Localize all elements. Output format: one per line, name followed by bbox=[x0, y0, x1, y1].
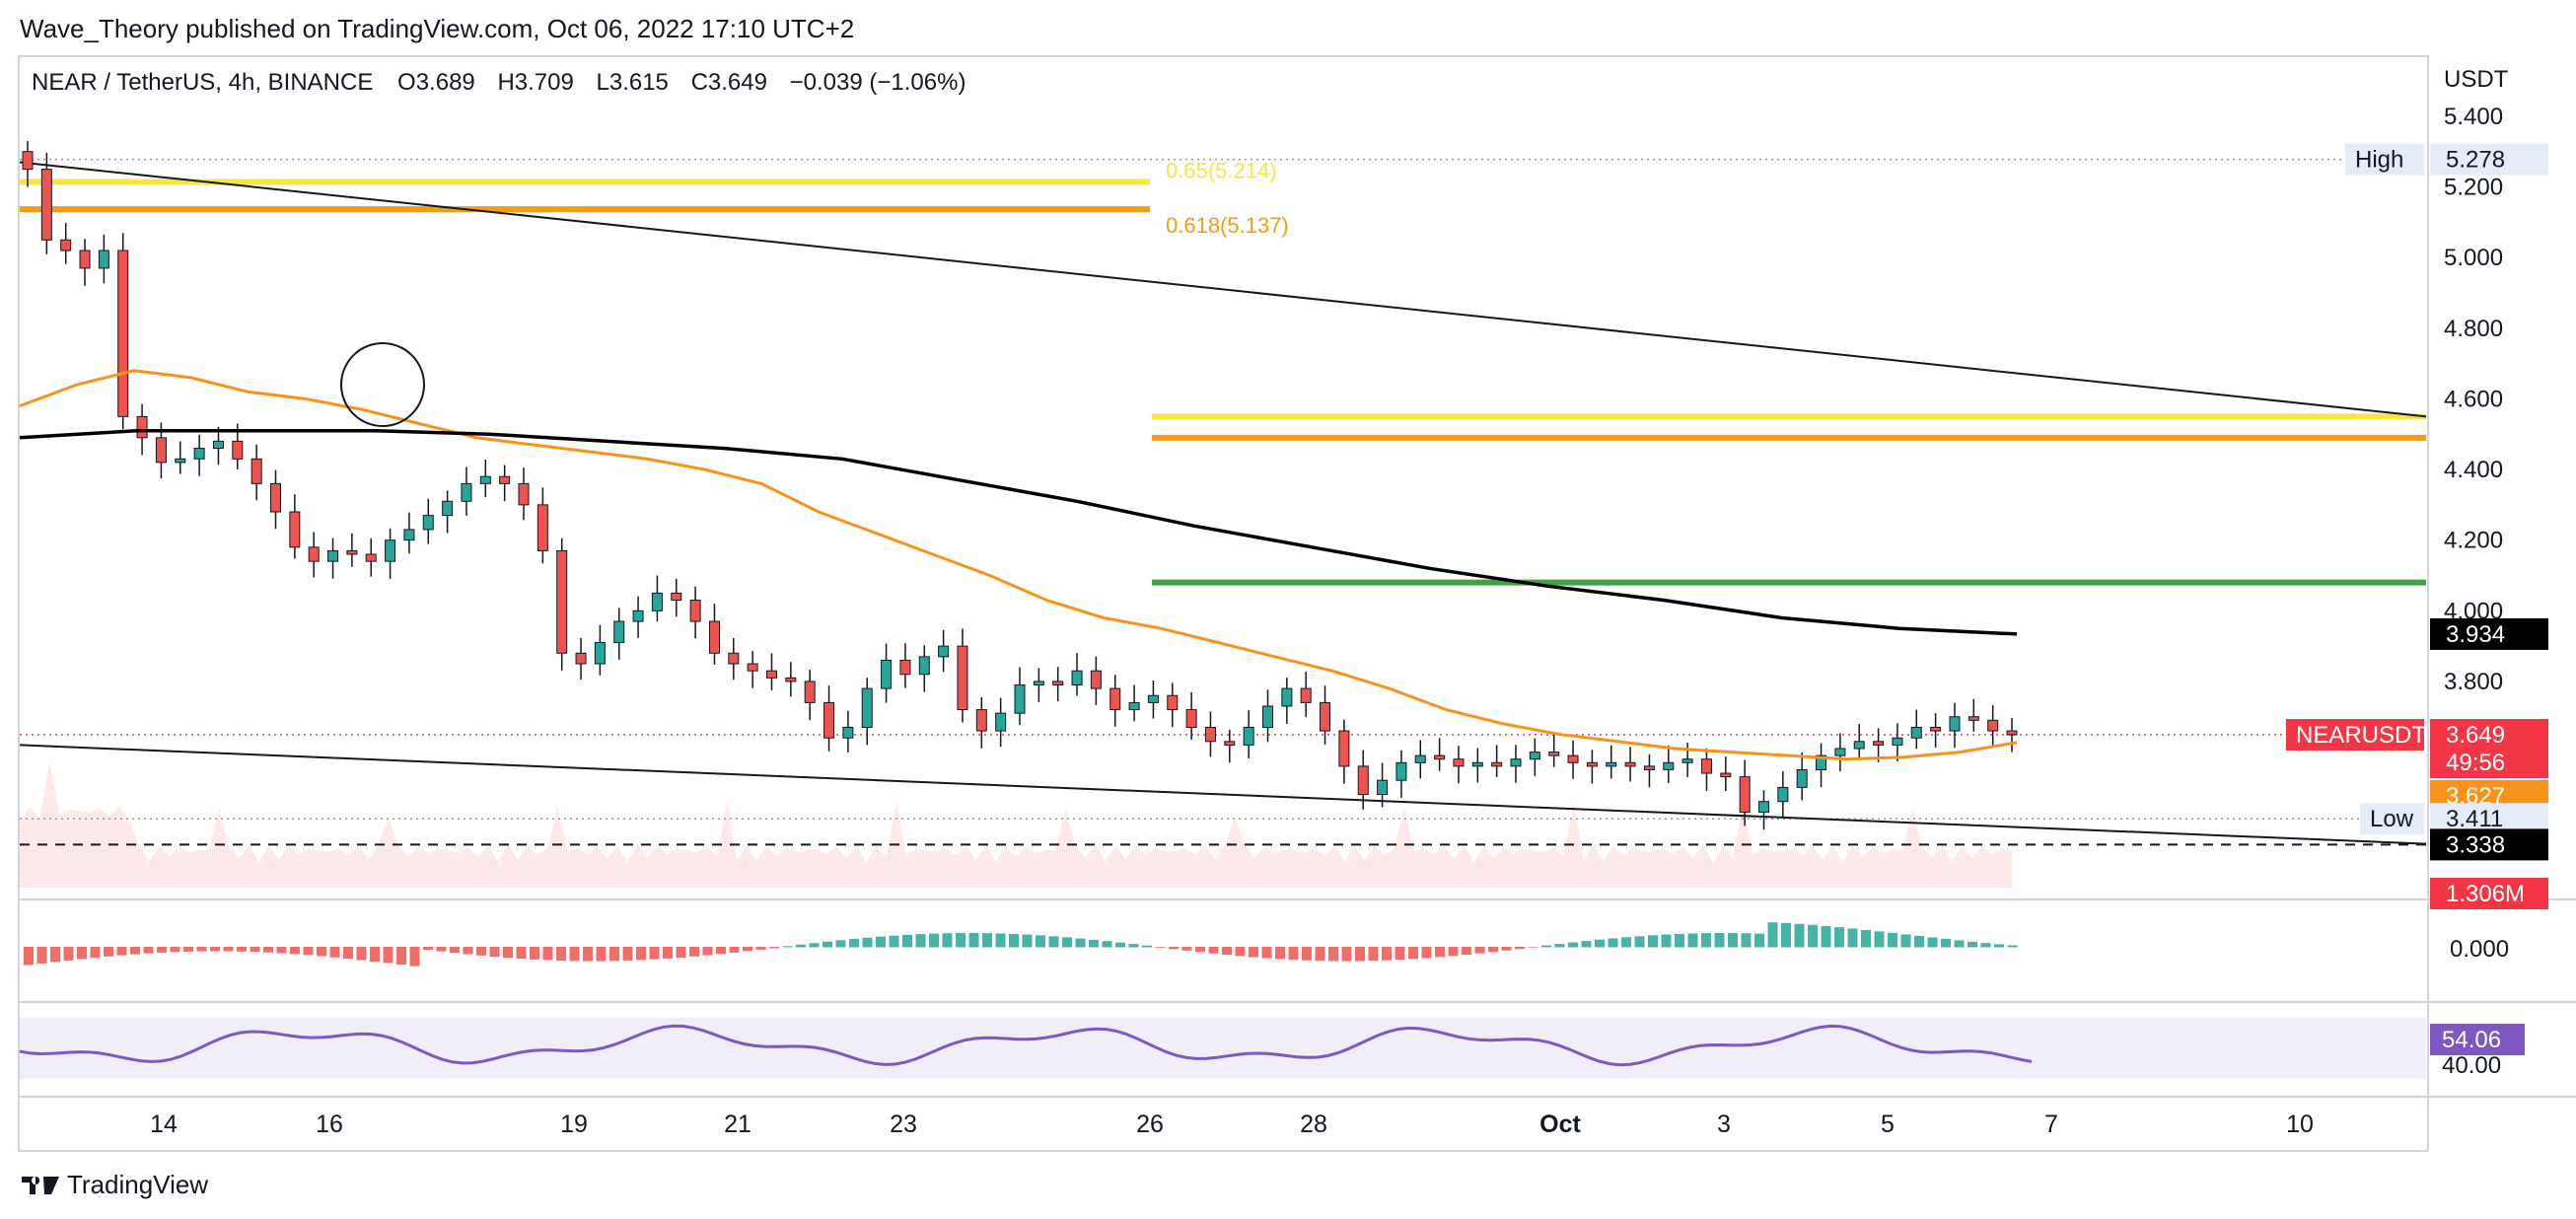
tradingview-brand[interactable]: TradingView bbox=[67, 1170, 209, 1199]
close-value: C3.649 bbox=[690, 69, 767, 96]
change-value: −0.039 (−1.06%) bbox=[789, 69, 966, 96]
y-tick-label: 4.000 bbox=[2444, 598, 2503, 624]
price-tag-value: 49:56 bbox=[2446, 750, 2505, 776]
published-line: Wave_Theory published on TradingView.com… bbox=[20, 14, 855, 43]
y-tick-label: 5.000 bbox=[2444, 245, 2503, 271]
rsi-value: 54.06 bbox=[2442, 1027, 2501, 1053]
rsi-value-tag bbox=[2430, 1024, 2525, 1055]
y-tick-label: 4.600 bbox=[2444, 386, 2503, 412]
high-value: H3.709 bbox=[497, 69, 574, 96]
footer: TradingView bbox=[22, 1170, 208, 1200]
price-tag-value: 3.411 bbox=[2446, 806, 2503, 832]
open-value: O3.689 bbox=[397, 69, 475, 96]
y-tick-label: 4.400 bbox=[2444, 457, 2503, 483]
price-tag-value: 5.278 bbox=[2446, 147, 2505, 174]
price-tag bbox=[2430, 617, 2548, 650]
price-tag bbox=[2430, 143, 2548, 176]
symbol-name[interactable]: NEAR / TetherUS, 4h, BINANCE bbox=[32, 69, 374, 96]
tradingview-logo-icon bbox=[22, 1175, 59, 1196]
rsi-level-label: 40.00 bbox=[2442, 1052, 2501, 1079]
price-tag bbox=[2430, 803, 2548, 835]
price-tag bbox=[2430, 878, 2548, 909]
price-tag-value: 3.934 bbox=[2446, 621, 2505, 648]
price-axis-currency: USDT bbox=[2444, 66, 2509, 93]
y-tick-label: 3.800 bbox=[2444, 669, 2503, 695]
macd-zero-label: 0.000 bbox=[2450, 936, 2509, 963]
price-tag-value: 3.627 bbox=[2446, 783, 2505, 810]
price-tag-value: 1.306M bbox=[2446, 881, 2525, 907]
low-value: L3.615 bbox=[596, 69, 669, 96]
symbol-legend: NEAR / TetherUS, 4h, BINANCE O3.689 H3.7… bbox=[32, 69, 966, 97]
y-tick-label: 4.800 bbox=[2444, 316, 2503, 342]
price-tag bbox=[2430, 828, 2548, 861]
price-tag bbox=[2430, 719, 2548, 752]
price-tag bbox=[2430, 747, 2548, 779]
y-tick-label: 5.400 bbox=[2444, 104, 2503, 130]
price-tag-value: 3.649 bbox=[2446, 722, 2505, 749]
y-tick-label: 4.200 bbox=[2444, 528, 2503, 554]
chart-frame bbox=[18, 55, 2428, 1152]
price-tag-value: 3.338 bbox=[2446, 831, 2505, 858]
y-tick-label: 5.200 bbox=[2444, 175, 2503, 201]
price-tag bbox=[2430, 780, 2548, 813]
